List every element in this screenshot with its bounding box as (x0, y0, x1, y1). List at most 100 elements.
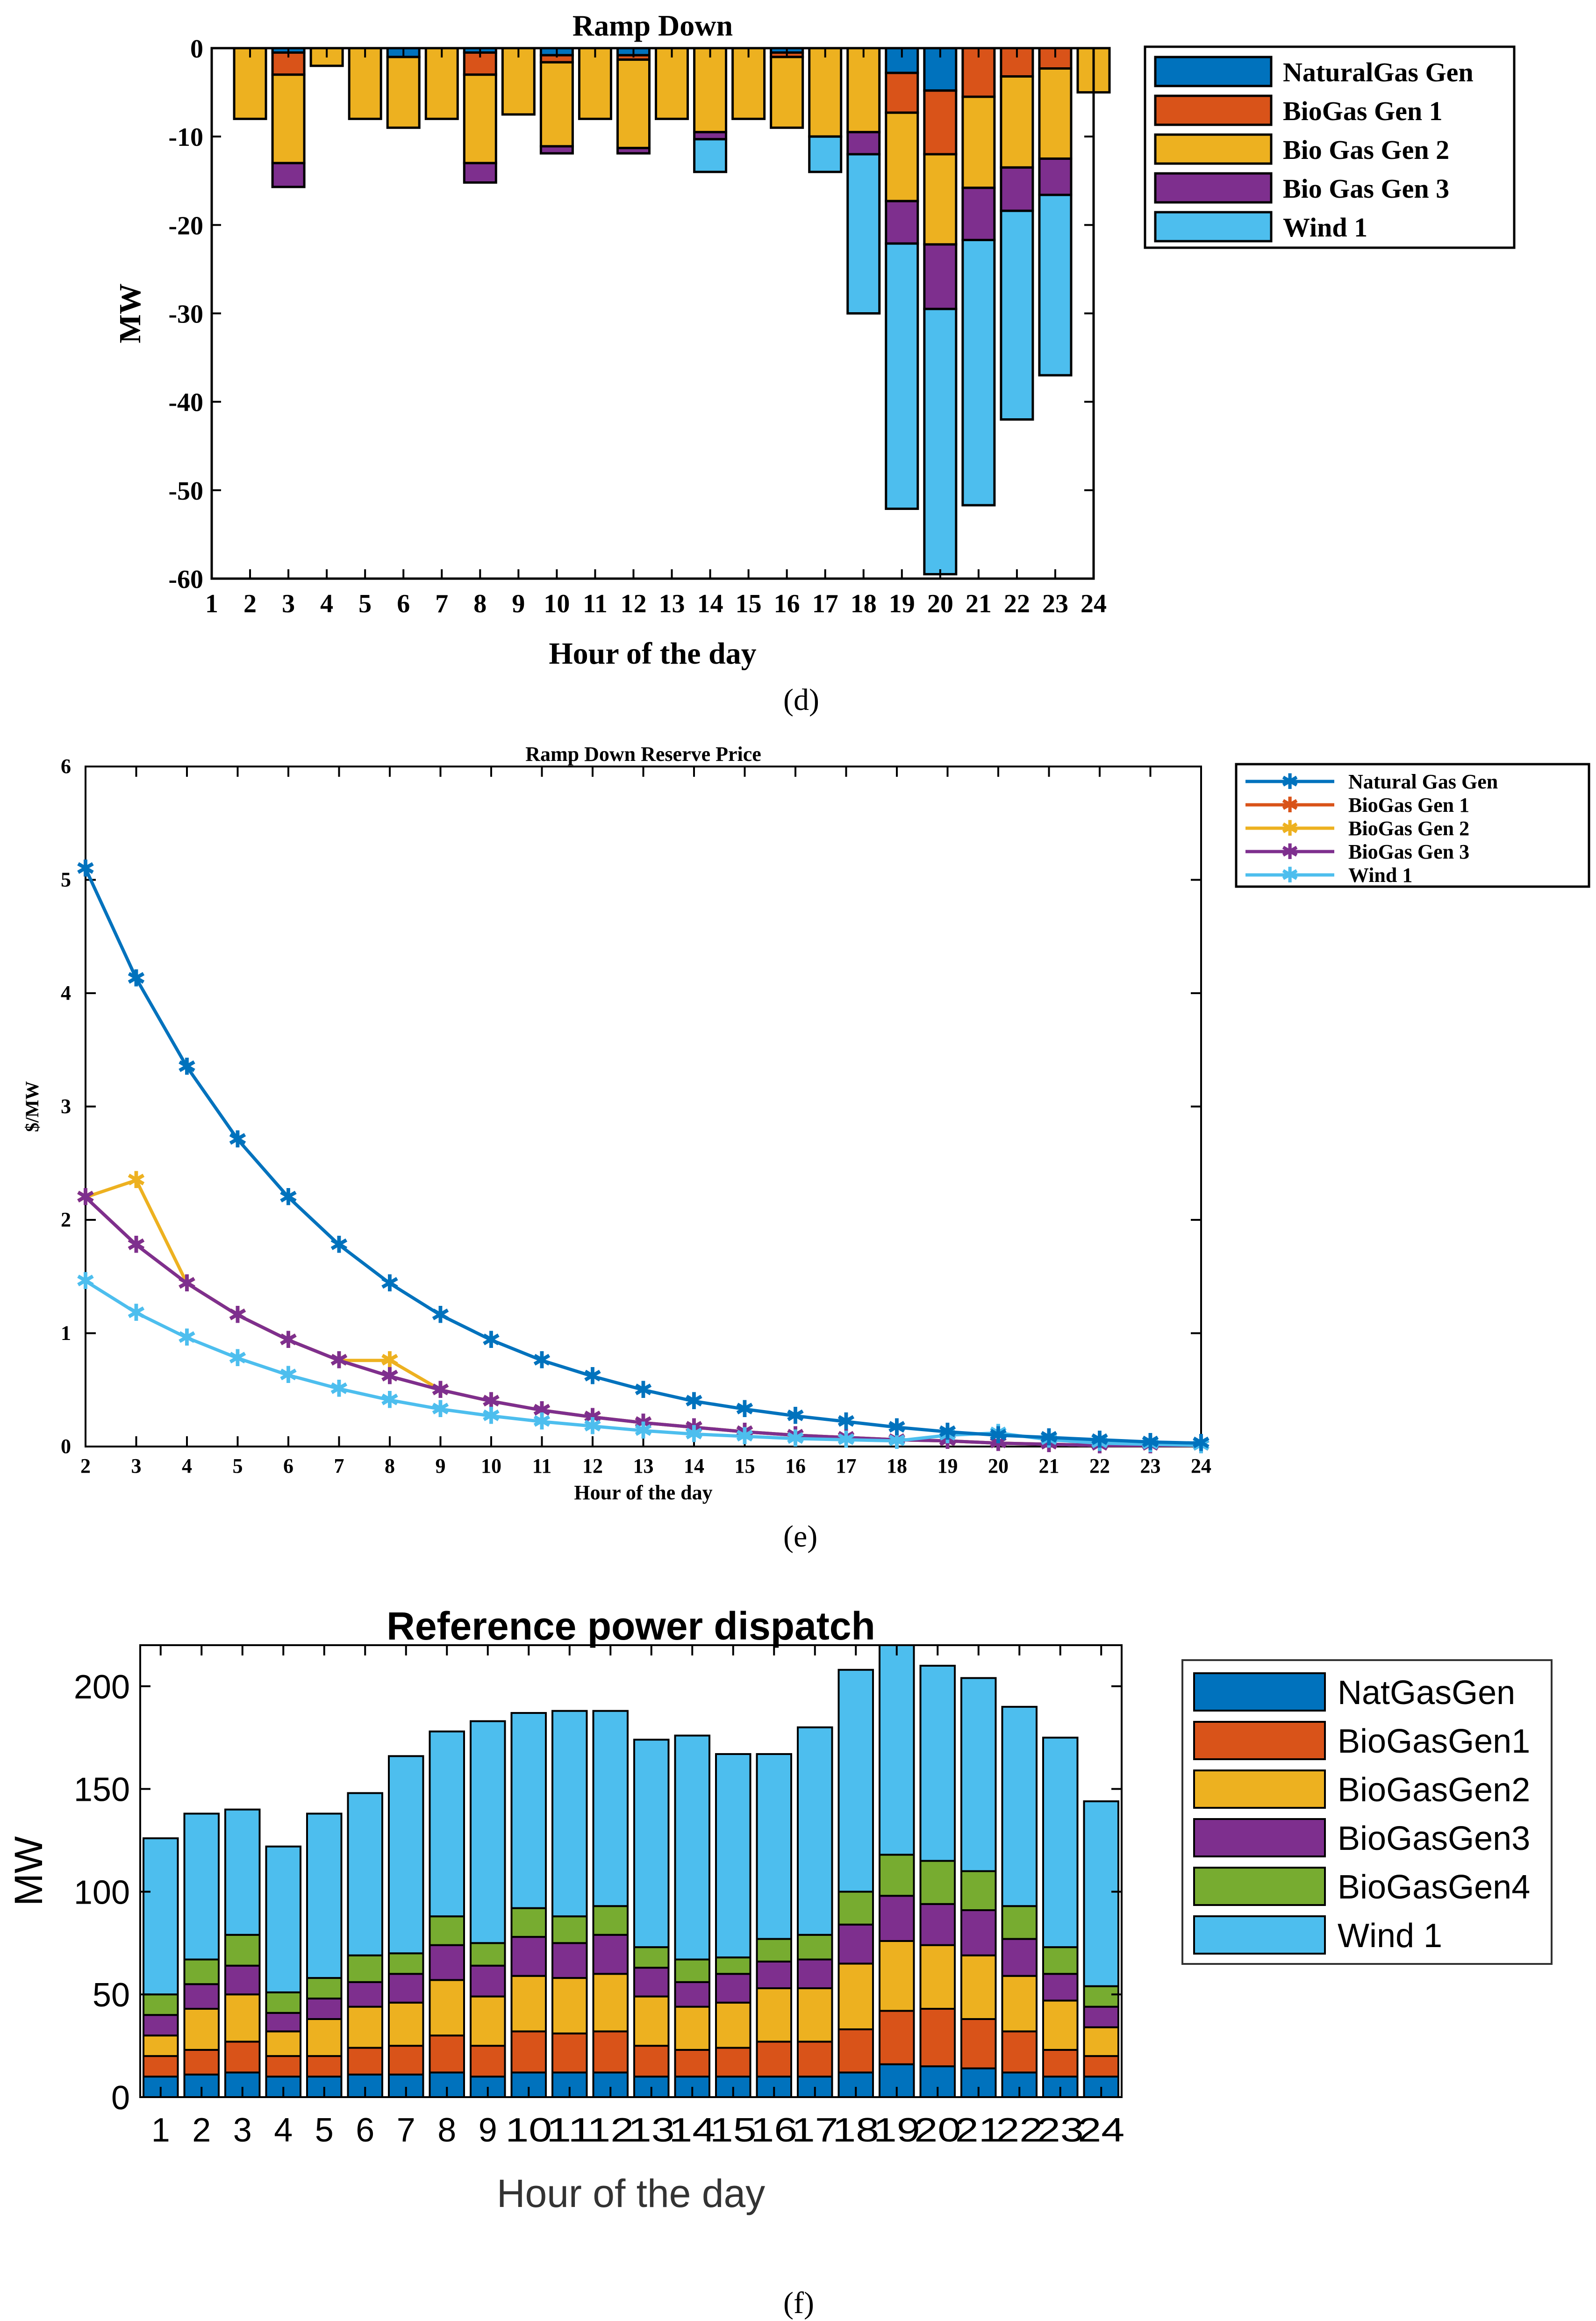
bar-h1-biogasgen4 (143, 1993, 179, 2016)
bar-h17-biogasgen3 (797, 1958, 833, 1990)
series-marker: ✱ (177, 1324, 197, 1351)
series-marker: ✱ (532, 1347, 552, 1374)
legend-entry: Wind 1 (1338, 1917, 1442, 1955)
x-tick-label: 24 (1081, 589, 1107, 618)
bar-h11-biogasgen2 (551, 1977, 588, 2034)
bar-h21-wind-1 (961, 238, 996, 507)
y-tick-label: 4 (61, 981, 71, 1004)
bar-h13-biogasgen2 (633, 1995, 670, 2047)
legend-entry: BioGas Gen 1 (1348, 794, 1469, 817)
y-tick-label: 150 (74, 1771, 130, 1809)
panel-label-f: (f) (783, 2286, 814, 2320)
series-marker: ✱ (1141, 1431, 1160, 1458)
bar-h17-biogasgen2 (797, 1987, 833, 2043)
x-axis-label: Hour of the day (549, 637, 756, 671)
series-marker: ✱ (1191, 1432, 1211, 1459)
x-tick-label: 9 (512, 589, 525, 618)
bar-h21-biogasgen3 (960, 1909, 997, 1956)
series-marker: ✱ (786, 1403, 805, 1430)
bar-h3-bio-gas-gen-3 (271, 162, 306, 188)
bar-h5-bio-gas-gen-2 (348, 47, 382, 120)
bar-h8-biogasgen1 (429, 2034, 465, 2074)
x-tick-label: 10 (505, 2112, 552, 2149)
legend-entry: Wind 1 (1348, 864, 1412, 887)
legend-entry: NatGasGen (1338, 1674, 1515, 1712)
bar-h10-wind-1 (510, 1712, 547, 1909)
legend-marker: ✱ (1281, 769, 1299, 794)
bar-h18-biogasgen1 (837, 2028, 874, 2074)
x-tick-label: 7 (334, 1454, 344, 1477)
x-tick-label: 21 (1039, 1454, 1059, 1477)
series-marker: ✱ (938, 1422, 958, 1449)
x-tick-label: 13 (628, 2112, 675, 2149)
bar-h13-wind-1 (633, 1739, 670, 1948)
x-tick-label: 6 (397, 589, 410, 618)
bar-h17-biogasgen1 (797, 2041, 833, 2078)
series-marker: ✱ (329, 1231, 349, 1258)
bar-h19-biogasgen1 (879, 2010, 915, 2065)
x-tick-label: 6 (283, 1454, 293, 1477)
bar-h6-biogasgen4 (347, 1954, 383, 1983)
bar-h21-bio-gas-gen-2 (961, 95, 996, 189)
bar-h6-biogasgen2 (347, 2006, 383, 2049)
y-tick-label: 0 (190, 35, 203, 64)
legend-swatch (1154, 94, 1273, 126)
x-tick-label: 3 (131, 1454, 142, 1477)
bar-h20-bio-gas-gen-3 (923, 243, 958, 310)
legend-entry: BioGas Gen 2 (1348, 817, 1469, 840)
legend-marker: ✱ (1281, 816, 1299, 841)
bar-h22-bio-gas-gen-2 (1000, 75, 1034, 169)
bar-h13-biogasgen3 (633, 1967, 670, 1998)
bar-h17-wind-1 (808, 135, 843, 173)
series-marker: ✱ (481, 1388, 501, 1415)
y-tick-label: -60 (168, 565, 203, 594)
x-tick-label: 14 (669, 2112, 716, 2149)
series-marker: ✱ (380, 1270, 400, 1297)
series-marker: ✱ (76, 1268, 95, 1295)
x-tick-label: 9 (436, 1454, 446, 1477)
series-marker: ✱ (329, 1347, 349, 1374)
bar-h24-biogasgen3 (1083, 2006, 1119, 2028)
y-tick-label: -20 (168, 211, 203, 240)
y-tick-label: 0 (61, 1435, 71, 1458)
x-tick-label: 4 (320, 589, 333, 618)
x-tick-label: 8 (385, 1454, 395, 1477)
bar-h3-biogasgen3 (224, 1964, 261, 1996)
series-marker: ✱ (1039, 1424, 1059, 1451)
bar-h9-bio-gas-gen-2 (501, 47, 536, 116)
x-tick-label: 3 (233, 2112, 252, 2149)
bar-h12-wind-1 (592, 1710, 629, 1907)
x-tick-label: 15 (736, 589, 762, 618)
bar-h15-wind-1 (715, 1753, 751, 1959)
legend-swatch (1154, 56, 1273, 87)
bar-h8-bio-gas-gen-2 (463, 73, 497, 165)
bar-h18-bio-gas-gen-3 (846, 131, 881, 156)
series-marker: ✱ (329, 1375, 349, 1402)
bar-h2-biogasgen2 (183, 2007, 220, 2051)
bar-h19-biogas-gen-1 (885, 72, 919, 114)
bar-h14-biogasgen4 (674, 1958, 710, 1983)
legend-entry: BioGasGen4 (1338, 1869, 1530, 1906)
x-tick-label: 23 (1140, 1454, 1161, 1477)
series-marker: ✱ (127, 965, 146, 992)
x-tick-label: 5 (233, 1454, 243, 1477)
bar-h18-biogasgen4 (837, 1891, 874, 1926)
bar-h12-bio-gas-gen-2 (616, 58, 651, 150)
x-tick-label: 22 (1089, 1454, 1110, 1477)
x-tick-label: 14 (684, 1454, 704, 1477)
ramp-down-chart: 0-10-20-30-40-50-601 2 3 4 5 6 7 8 9 10 11 12 13 14 15… (113, 9, 1516, 671)
series-marker: ✱ (837, 1424, 856, 1451)
bar-h8-biogasgen4 (429, 1915, 465, 1946)
plot-frame (139, 1644, 1123, 2098)
series-marker: ✱ (431, 1302, 451, 1329)
bar-h8-biogasgen2 (429, 1979, 465, 2037)
bar-h4-biogasgen3 (265, 2012, 301, 2033)
x-tick-label: 4 (182, 1454, 192, 1477)
bar-h1-biogasgen2 (143, 2034, 179, 2057)
x-tick-label: 11 (583, 589, 608, 618)
x-tick-label: 20 (927, 589, 953, 618)
bar-h4-biogasgen4 (265, 1991, 301, 2014)
bar-h22-biogasgen1 (1001, 2030, 1038, 2074)
x-tick-label: 3 (282, 589, 295, 618)
bar-h14-biogasgen2 (674, 2006, 710, 2051)
